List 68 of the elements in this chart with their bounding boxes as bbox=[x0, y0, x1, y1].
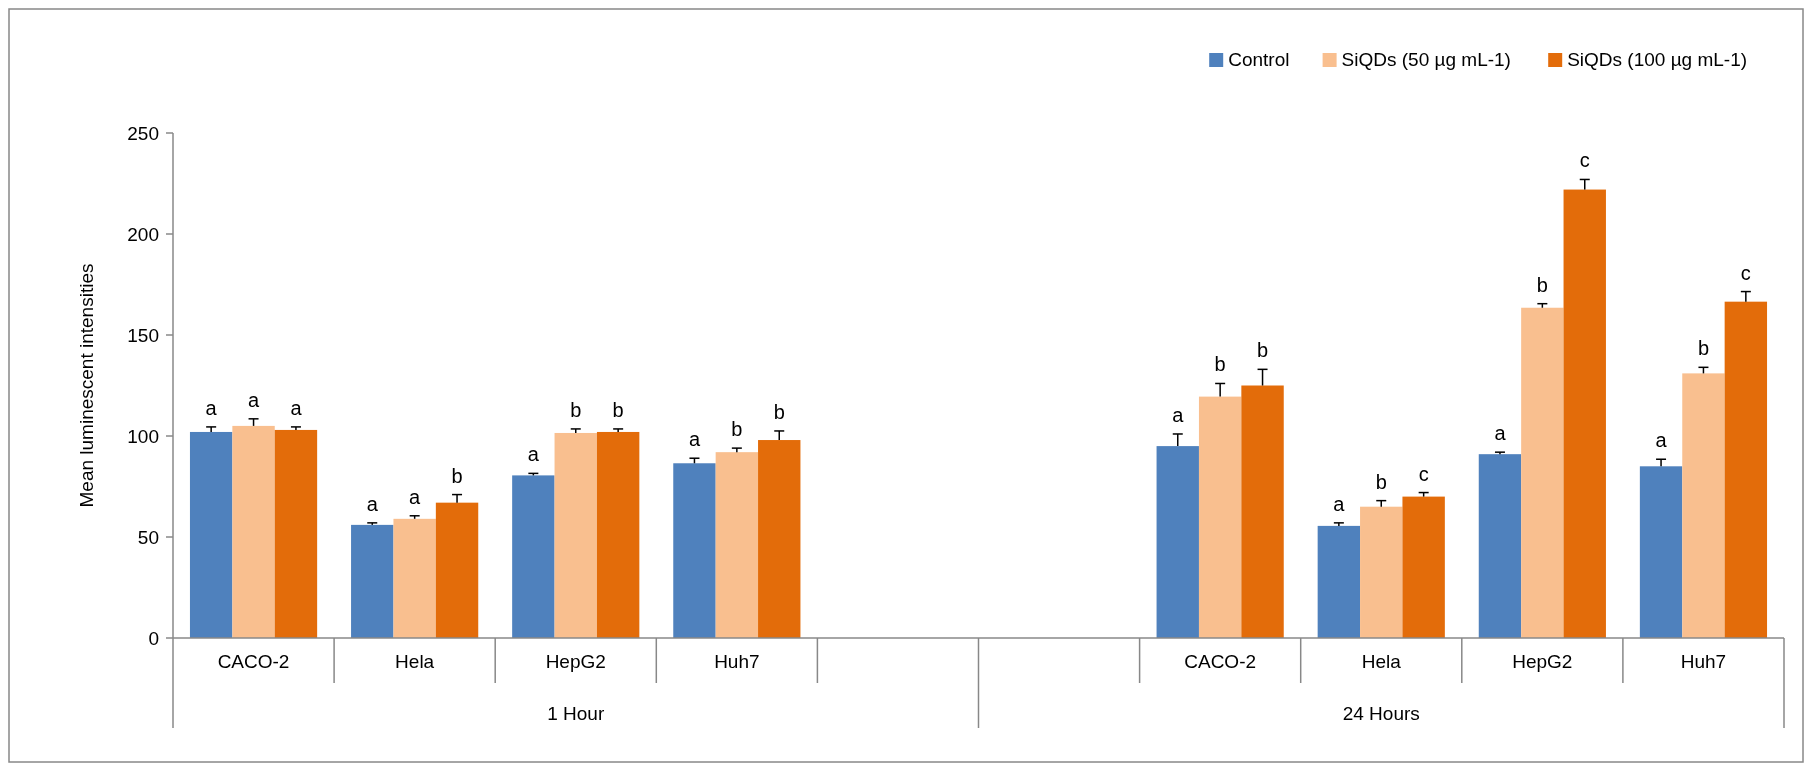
bar bbox=[232, 425, 275, 638]
data-label: a bbox=[247, 388, 260, 411]
x-tick-label: HepG2 bbox=[1512, 651, 1573, 672]
x-tick-label: CACO-2 bbox=[1184, 651, 1257, 672]
legend-label: Control bbox=[1228, 49, 1290, 70]
bar bbox=[1682, 373, 1725, 638]
data-label: a bbox=[1655, 429, 1668, 452]
bar bbox=[1360, 506, 1403, 638]
x-tick-label: Huh7 bbox=[714, 651, 760, 672]
data-label: c bbox=[1418, 462, 1429, 485]
data-label: b bbox=[1697, 337, 1710, 360]
y-tick-label: 0 bbox=[148, 627, 159, 649]
x-tick-label: Hela bbox=[1361, 651, 1402, 672]
data-label: a bbox=[688, 428, 701, 451]
data-label: a bbox=[1333, 492, 1346, 515]
data-label: a bbox=[527, 443, 540, 466]
text: 1 Hour bbox=[547, 703, 605, 724]
data-label: a bbox=[205, 396, 218, 419]
bar bbox=[274, 429, 318, 638]
bar bbox=[1478, 454, 1522, 638]
data-label: a bbox=[290, 396, 303, 419]
bar bbox=[1563, 189, 1606, 638]
text: 24 Hours bbox=[1342, 703, 1420, 724]
data-label: b bbox=[1214, 353, 1226, 376]
x-tick-label: Huh7 bbox=[1680, 651, 1727, 672]
data-label: a bbox=[409, 485, 422, 508]
bar bbox=[1639, 466, 1683, 638]
y-tick-label: 50 bbox=[137, 526, 159, 548]
data-label: b bbox=[612, 398, 624, 421]
x-tick-label: Hela bbox=[395, 651, 435, 672]
data-label: c bbox=[1579, 149, 1590, 172]
data-label: b bbox=[731, 418, 743, 441]
bar bbox=[554, 432, 597, 638]
y-tick-label: 200 bbox=[127, 223, 159, 245]
data-label: b bbox=[451, 464, 463, 487]
bar bbox=[1402, 496, 1445, 638]
y-tick-label: 250 bbox=[127, 122, 159, 144]
bar bbox=[351, 524, 394, 638]
bar bbox=[758, 440, 801, 638]
bar bbox=[393, 518, 436, 638]
legend-label: SiQDs (50 µg mL-1) bbox=[1341, 49, 1511, 70]
legend-label: SiQDs (100 µg mL-1) bbox=[1567, 49, 1748, 70]
bar bbox=[1156, 446, 1199, 638]
data-label: c bbox=[1740, 261, 1751, 284]
data-label: a bbox=[366, 492, 379, 515]
bar bbox=[1521, 307, 1564, 638]
bar bbox=[1317, 525, 1361, 638]
x-tick-label: CACO-2 bbox=[217, 651, 290, 672]
bar bbox=[1198, 396, 1242, 638]
data-label: b bbox=[570, 398, 582, 421]
data-label: a bbox=[1172, 403, 1185, 426]
data-label: a bbox=[1494, 422, 1507, 445]
y-axis-title: Mean luminescent intensities bbox=[76, 263, 97, 508]
data-label: b bbox=[1536, 273, 1548, 296]
bar bbox=[1241, 385, 1284, 638]
data-label: b bbox=[1375, 470, 1387, 493]
data-label: b bbox=[773, 400, 785, 423]
y-tick-label: 150 bbox=[127, 324, 159, 346]
bar bbox=[189, 431, 233, 638]
x-tick-label: HepG2 bbox=[545, 651, 606, 672]
bar bbox=[715, 452, 759, 638]
data-label: b bbox=[1256, 339, 1269, 362]
bar bbox=[673, 463, 716, 638]
bar bbox=[435, 502, 479, 638]
bar bbox=[1724, 301, 1768, 638]
y-tick-label: 100 bbox=[127, 425, 159, 447]
bar bbox=[512, 475, 555, 638]
bar bbox=[596, 431, 640, 638]
